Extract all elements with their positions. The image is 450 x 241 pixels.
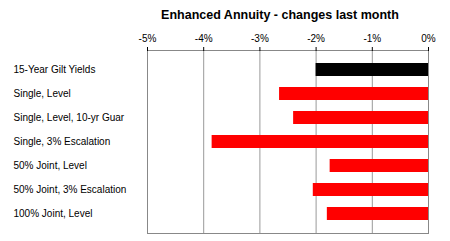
svg-text:50% Joint, 3% Escalation: 50% Joint, 3% Escalation bbox=[14, 184, 127, 195]
html-text:Enhanced Annuity - changes las: Enhanced Annuity - changes last month bbox=[161, 8, 399, 22]
svg-text:Single, 3% Escalation: Single, 3% Escalation bbox=[14, 136, 111, 147]
svg-text:15-Year Gilt Yields: 15-Year Gilt Yields bbox=[14, 64, 96, 75]
svg-text:Single, Level, 10-yr Guar: Single, Level, 10-yr Guar bbox=[14, 112, 125, 123]
svg-text:-2%: -2% bbox=[307, 33, 325, 44]
svg-text:Single, Level: Single, Level bbox=[14, 88, 71, 99]
svg-text:0%: 0% bbox=[421, 33, 436, 44]
svg-text:-5%: -5% bbox=[139, 33, 157, 44]
svg-text:-3%: -3% bbox=[251, 33, 269, 44]
svg-text:-1%: -1% bbox=[363, 33, 381, 44]
svg-text:100% Joint, Level: 100% Joint, Level bbox=[14, 208, 93, 219]
svg-text:-4%: -4% bbox=[195, 33, 213, 44]
svg-text:50% Joint, Level: 50% Joint, Level bbox=[14, 160, 87, 171]
